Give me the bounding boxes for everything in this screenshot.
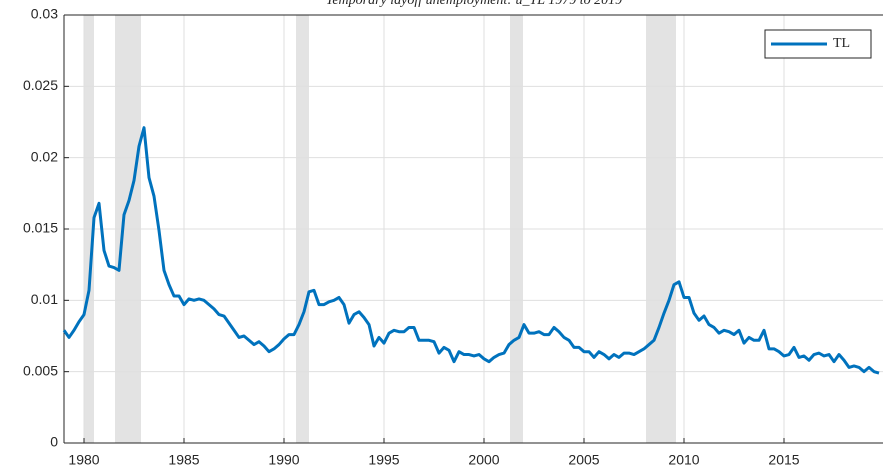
y-tick-label: 0 <box>50 434 58 450</box>
chart-title: Temporary layoff unemployment: u_TL 1979… <box>326 0 622 8</box>
y-tick-label: 0.03 <box>31 6 58 22</box>
x-tick-label: 1985 <box>168 452 199 468</box>
y-tick-label: 0.025 <box>23 77 58 93</box>
x-tick-label: 2010 <box>668 452 699 468</box>
x-tick-label: 1995 <box>368 452 399 468</box>
y-tick-label: 0.02 <box>31 148 58 164</box>
x-tick-label: 1980 <box>68 452 99 468</box>
series-line <box>62 126 880 375</box>
legend-label: TL <box>833 36 850 51</box>
x-tick-label: 2000 <box>468 452 499 468</box>
y-tick-label: 0.015 <box>23 220 58 236</box>
x-tick-label: 1990 <box>268 452 299 468</box>
y-tick-label: 0.005 <box>23 362 58 378</box>
x-tick-label: 2015 <box>768 452 799 468</box>
y-tick-label: 0.01 <box>31 291 58 307</box>
x-tick-label: 2005 <box>568 452 599 468</box>
legend: TL <box>764 29 872 59</box>
